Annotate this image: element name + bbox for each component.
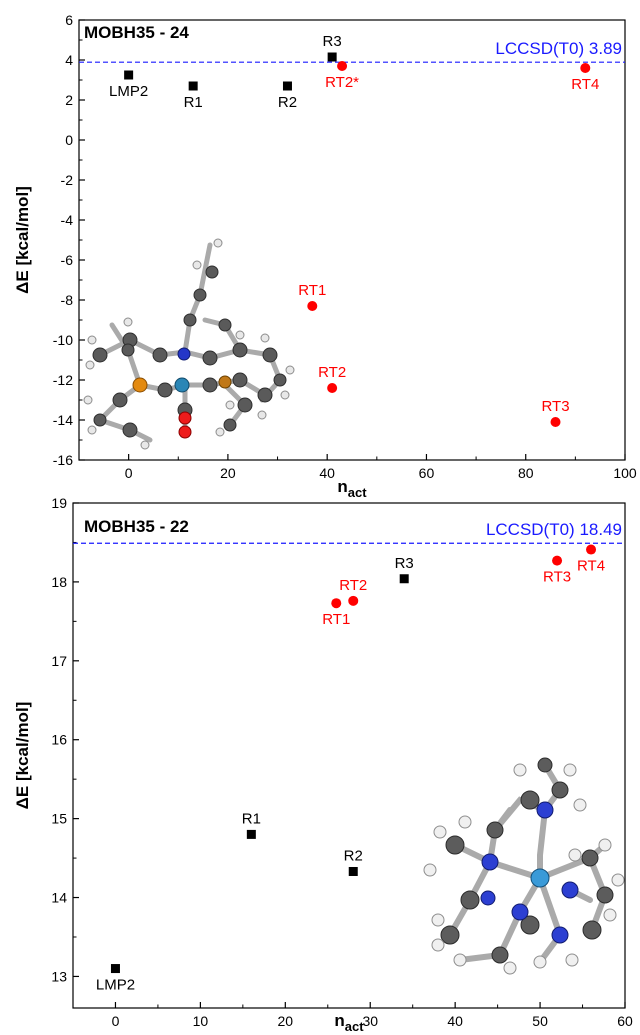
data-point-circle [337,61,348,71]
data-point-label: RT4 [571,76,599,93]
panel-title: MOBH35 - 22 [84,517,189,536]
x-tick-label: 100 [613,465,637,481]
data-point-label: R2 [278,94,297,111]
y-axis-title: ΔE [kcal/mol] [13,702,32,810]
panel-title: MOBH35 - 24 [84,23,189,42]
chart-panel-mobh35-22: MOBH35 - 22 [13,495,633,1034]
data-point-label: R3 [323,33,342,50]
y-tick-label: 6 [65,12,73,28]
data-point-circle [552,555,563,566]
y-tick-label: -10 [53,332,73,348]
data-point-circle [348,595,359,606]
y-tick-label: -14 [53,412,73,428]
data-point-circle [550,417,561,427]
data-point-circle [327,383,338,393]
data-point-label: R1 [242,810,261,827]
y-tick-label: 4 [65,52,73,68]
data-point-circle [586,544,597,555]
reference-label: LCCSD(T0) 18.49 [486,520,622,539]
molecule-structure-24 [83,238,295,450]
y-tick-label: 14 [51,890,67,906]
x-tick-label: 0 [125,465,133,481]
data-point-square [188,81,198,91]
y-tick-label: -6 [61,252,74,268]
data-point-circle [580,63,591,73]
y-tick-label: -16 [53,452,73,468]
x-axis-title: nact [337,477,367,500]
data-point-square [124,70,134,80]
y-tick-label: 2 [65,92,73,108]
x-tick-label: 80 [518,465,534,481]
data-point-label: RT2* [325,74,359,91]
y-tick-label: 15 [51,811,67,827]
y-tick-label: -2 [61,172,74,188]
data-point-label: RT1 [298,282,326,299]
x-axis-title-main: n [334,1011,344,1030]
x-tick-label: 60 [419,465,435,481]
data-point-label: R3 [395,555,414,572]
x-tick-label: 20 [278,1013,294,1029]
data-point-label: RT2 [339,577,367,594]
y-tick-label: 17 [51,653,67,669]
data-point-label: R1 [184,94,203,111]
data-point-square [327,52,337,62]
data-point-circle [331,598,342,609]
reference-label: LCCSD(T0) 3.89 [495,39,622,58]
x-tick-label: 60 [617,1013,633,1029]
y-axis-title: ΔE [kcal/mol] [13,186,32,294]
x-axis-title-subscript: act [345,1019,364,1034]
x-tick-label: 40 [319,465,335,481]
data-point-label: RT4 [577,558,605,575]
y-tick-label: -12 [53,372,73,388]
data-point-label: RT1 [322,611,350,628]
x-tick-label: 10 [193,1013,209,1029]
x-axis-title-subscript: act [348,485,367,500]
y-tick-label: 18 [51,574,67,590]
y-tick-label: 16 [51,732,67,748]
x-axis-title: nact [334,1011,364,1034]
data-point-label: LMP2 [96,977,135,994]
data-point-label: RT3 [541,398,569,415]
data-point-circle [307,301,318,311]
molecule-structure-22 [423,757,625,975]
data-point-label: RT2 [318,364,346,381]
data-point-label: RT3 [543,569,571,586]
data-point-square [110,964,120,974]
x-tick-label: 50 [532,1013,548,1029]
x-tick-label: 0 [112,1013,120,1029]
data-point-square [348,866,358,876]
x-tick-label: 40 [447,1013,463,1029]
y-tick-label: -8 [61,292,74,308]
data-point-square [282,81,292,91]
y-tick-label: 19 [51,495,67,511]
x-tick-label: 30 [362,1013,378,1029]
x-tick-label: 20 [220,465,236,481]
x-axis-title-main: n [337,477,347,496]
data-point-square [399,574,409,584]
y-tick-label: 13 [51,968,67,984]
y-tick-label: 0 [65,132,73,148]
data-point-label: LMP2 [109,83,148,100]
y-tick-label: -4 [61,212,74,228]
chart-panel-mobh35-24: MOBH35 - 24 [13,12,637,500]
plot-frame [72,502,626,1009]
data-point-square [246,829,256,839]
data-point-label: R2 [344,847,363,864]
